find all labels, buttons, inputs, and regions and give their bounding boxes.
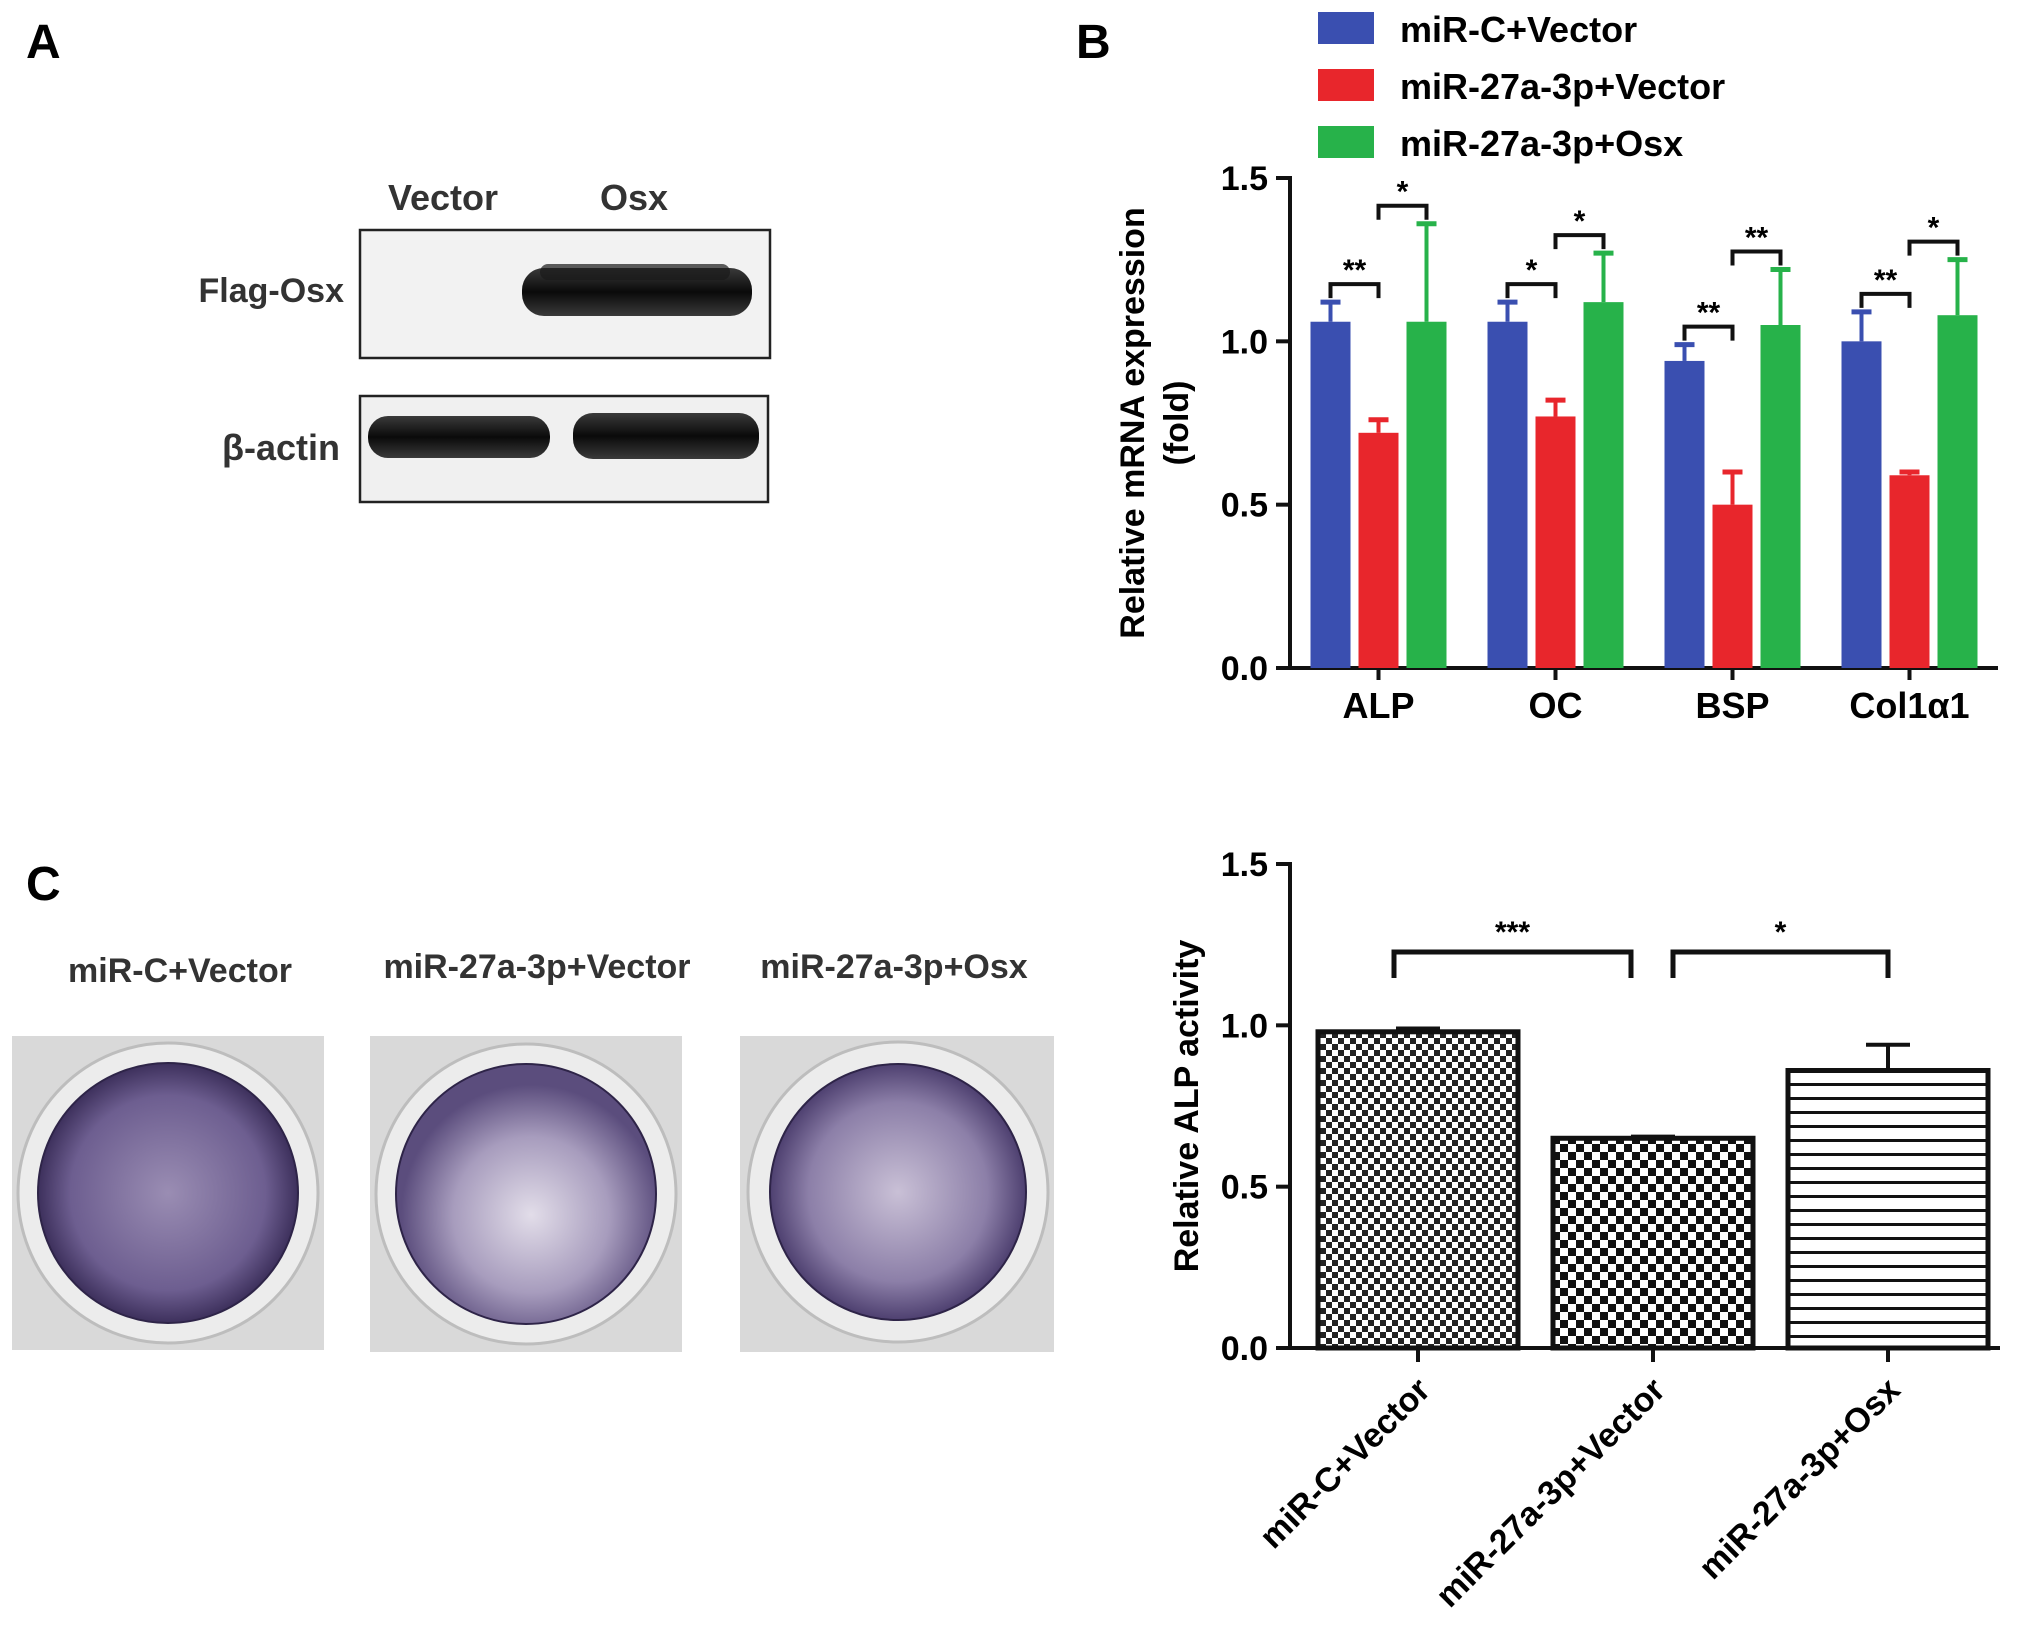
chart-c-significance-label: *** bbox=[1495, 916, 1530, 949]
chart-c-plot: 0.0 0.5 1.0 1.5 Relative ALP activity miR-C+V… bbox=[1168, 846, 2000, 1615]
chart-b-plot: 0.0 0.5 1.0 1.5 Relative mRNA expression (fol… bbox=[1114, 9, 1998, 726]
well-photo-3 bbox=[740, 1036, 1054, 1352]
chart-b-legend-label: miR-27a-3p+Osx bbox=[1400, 123, 1683, 164]
stain-2 bbox=[395, 1063, 657, 1325]
chart-c-bar bbox=[1785, 1068, 1991, 1351]
stain-3 bbox=[769, 1063, 1027, 1321]
panel-a-label: A bbox=[26, 16, 61, 69]
chart-b-bar bbox=[1712, 504, 1753, 668]
chart-c-y-tick-label: 1.0 bbox=[1221, 1007, 1268, 1045]
chart-b-significance-bracket bbox=[1907, 239, 1960, 256]
chart-c-bar bbox=[1315, 1029, 1521, 1351]
chart-c-significance-label: * bbox=[1775, 916, 1787, 949]
lane-label-osx: Osx bbox=[600, 177, 668, 218]
panel-b: B 0.0 0.5 1.0 1.5 Relative mRNA expression (f… bbox=[1076, 9, 1998, 726]
chart-b-y-tick-label: 1.5 bbox=[1221, 160, 1268, 198]
well-label-1: miR-C+Vector bbox=[68, 952, 292, 990]
chart-b-significance-bracket bbox=[1859, 291, 1912, 308]
band-beta-actin-osx bbox=[573, 413, 759, 459]
lane-label-vector: Vector bbox=[388, 177, 498, 218]
well-label-2: miR-27a-3p+Vector bbox=[383, 948, 690, 986]
chart-b-legend-swatch bbox=[1318, 126, 1374, 158]
chart-b-x-tick-label: Col1α1 bbox=[1849, 685, 1969, 726]
chart-b-bar bbox=[1664, 360, 1705, 668]
chart-b-bar bbox=[1937, 315, 1978, 668]
stain-1 bbox=[37, 1062, 299, 1324]
chart-b-significance-label: ** bbox=[1697, 297, 1721, 330]
chart-b-legend-swatch bbox=[1318, 12, 1374, 44]
chart-b-significance-bracket bbox=[1328, 282, 1381, 299]
chart-c-y-label: Relative ALP activity bbox=[1168, 940, 1206, 1273]
chart-b-significance-label: ** bbox=[1343, 254, 1367, 287]
chart-b-significance-bracket bbox=[1682, 324, 1735, 341]
chart-b-y-tick-label: 0.0 bbox=[1221, 650, 1268, 688]
panel-a: A Vector Osx Flag-Osx β-actin bbox=[26, 16, 772, 504]
chart-b-y-tick-label: 1.0 bbox=[1221, 323, 1268, 361]
chart-c-y-tick-label: 1.5 bbox=[1221, 846, 1268, 884]
chart-b-bar bbox=[1889, 475, 1930, 668]
chart-b-significance-label: * bbox=[1928, 212, 1940, 245]
chart-b-x-tick-label: OC bbox=[1529, 685, 1583, 726]
chart-c-y-tick-label: 0.5 bbox=[1221, 1169, 1268, 1207]
panel-c-label: C bbox=[26, 858, 61, 911]
well-label-3: miR-27a-3p+Osx bbox=[760, 948, 1027, 986]
chart-c-bar bbox=[1550, 1135, 1756, 1351]
chart-b-bar bbox=[1310, 321, 1351, 668]
chart-b-significance-label: ** bbox=[1874, 264, 1898, 297]
panel-c: C miR-C+Vector miR-27a-3p+Vector miR-27a… bbox=[12, 858, 1054, 1352]
chart-b-significance-label: ** bbox=[1745, 221, 1769, 254]
chart-c-significance-bracket bbox=[1670, 949, 1891, 978]
well-photo-1 bbox=[12, 1036, 324, 1350]
chart-b-bar bbox=[1535, 416, 1576, 668]
chart-c-x-tick-label: miR-C+Vector bbox=[1252, 1371, 1437, 1556]
panel-b-label: B bbox=[1076, 16, 1111, 69]
chart-b-bar bbox=[1583, 302, 1624, 668]
band-beta-actin-vector bbox=[368, 416, 550, 458]
chart-b-significance-bracket bbox=[1376, 203, 1429, 220]
chart-b-bar bbox=[1358, 432, 1399, 668]
chart-c-significance-bracket bbox=[1391, 949, 1634, 978]
chart-b-x-tick-label: ALP bbox=[1343, 685, 1415, 726]
chart-b-y-label: Relative mRNA expression (fold) bbox=[1114, 207, 1196, 638]
chart-b-significance-label: * bbox=[1526, 254, 1538, 287]
chart-b-significance-bracket bbox=[1730, 249, 1783, 266]
chart-b-significance-label: * bbox=[1397, 176, 1409, 209]
chart-b-bar bbox=[1487, 321, 1528, 668]
chart-b-x-tick-label: BSP bbox=[1695, 685, 1769, 726]
well-photo-2 bbox=[370, 1036, 682, 1352]
chart-b-y-tick-label: 0.5 bbox=[1221, 487, 1268, 525]
chart-b-significance-bracket bbox=[1505, 282, 1558, 299]
chart-b-bar bbox=[1760, 325, 1801, 668]
chart-b-significance-bracket bbox=[1553, 233, 1606, 250]
chart-c-x-tick-label: miR-27a-3p+Osx bbox=[1692, 1371, 1908, 1587]
row-label-flag-osx: Flag-Osx bbox=[199, 272, 345, 310]
chart-b-legend-swatch bbox=[1318, 69, 1374, 101]
chart-c-y-tick-label: 0.0 bbox=[1221, 1330, 1268, 1368]
row-label-beta-actin: β-actin bbox=[222, 427, 340, 468]
chart-b-significance-label: * bbox=[1574, 205, 1586, 238]
chart-b-legend-label: miR-C+Vector bbox=[1400, 9, 1637, 50]
chart-b-bar bbox=[1841, 341, 1882, 668]
chart-b-bar bbox=[1406, 321, 1447, 668]
chart-b-legend-label: miR-27a-3p+Vector bbox=[1400, 66, 1725, 107]
chart-c-x-tick-label: miR-27a-3p+Vector bbox=[1429, 1371, 1673, 1615]
